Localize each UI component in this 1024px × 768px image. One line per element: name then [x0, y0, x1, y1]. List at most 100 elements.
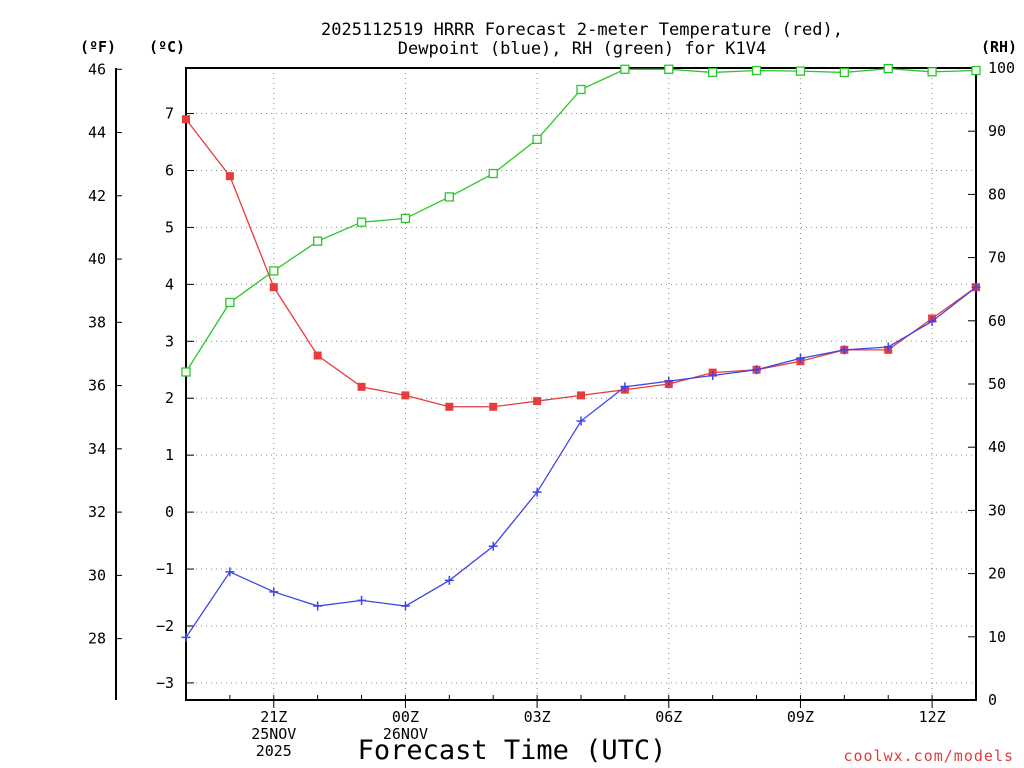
- rh-tick-label: 0: [988, 691, 997, 709]
- fahrenheit-unit-label: (ºF): [80, 38, 116, 56]
- fahrenheit-tick-label: 34: [88, 440, 106, 458]
- grid-lines: [186, 68, 976, 700]
- dewpoint-point: [532, 487, 542, 497]
- rh-point: [356, 217, 367, 227]
- dewpoint-point: [181, 632, 191, 642]
- rh-tick-label: 90: [988, 122, 1006, 140]
- celsius-unit-label: (ºC): [149, 38, 185, 56]
- series: [181, 63, 981, 642]
- fahrenheit-tick-label: 28: [88, 630, 106, 648]
- time-tick-label: 2025: [256, 742, 292, 760]
- chart-title-line-1: 2025112519 HRRR Forecast 2-meter Tempera…: [321, 20, 843, 40]
- rh-tick-label: 80: [988, 185, 1006, 203]
- dewpoint-point: [313, 601, 323, 611]
- fahrenheit-tick-label: 46: [88, 60, 106, 78]
- celsius-tick-label: −2: [156, 617, 174, 635]
- plot-frame: [185, 67, 977, 701]
- temperature-line: [185, 118, 977, 408]
- rh-point: [576, 84, 586, 95]
- rh-tick-label: 10: [988, 628, 1006, 646]
- celsius-tick-label: 7: [165, 105, 174, 123]
- rh-point: [883, 63, 893, 74]
- celsius-tick-label: 1: [165, 446, 174, 464]
- fahrenheit-tick-label: 30: [88, 566, 106, 584]
- temperature-point: [533, 397, 542, 406]
- temperature-point: [313, 351, 322, 360]
- credit-text: coolwx.com/models: [843, 747, 1014, 765]
- rh-point: [400, 213, 411, 224]
- rh-tick-label: 50: [988, 375, 1006, 393]
- fahrenheit-tick-label: 36: [88, 377, 106, 395]
- dewpoint-line: [185, 286, 977, 638]
- time-tick-label: 06Z: [655, 708, 682, 726]
- dewpoint-point: [620, 382, 630, 392]
- dewpoint-point: [795, 353, 805, 363]
- rh-point: [620, 64, 630, 74]
- fahrenheit-tick-label: 44: [88, 124, 106, 142]
- temperature-point: [182, 115, 190, 124]
- celsius-tick-label: −3: [156, 674, 174, 692]
- celsius-tick-label: −1: [156, 560, 174, 578]
- rh-tick-label: 100: [988, 59, 1015, 77]
- time-tick-label: 00Z: [392, 708, 419, 726]
- time-tick-label: 21Z: [260, 708, 287, 726]
- rh-unit-label: (RH): [981, 38, 1017, 56]
- temperature-point: [269, 283, 278, 292]
- rh-point: [971, 65, 981, 76]
- time-tick-label: 12Z: [919, 708, 946, 726]
- temperature-point: [577, 391, 585, 400]
- rh-point: [269, 266, 279, 276]
- axes: −3−2−10123456728303234363840424446010203…: [88, 59, 1015, 760]
- rh-point: [444, 192, 454, 202]
- rh-point: [795, 66, 806, 76]
- celsius-tick-label: 5: [165, 218, 174, 236]
- time-tick-label: 26NOV: [383, 725, 428, 743]
- temperature-point: [225, 172, 234, 181]
- fahrenheit-tick-label: 42: [88, 187, 106, 205]
- x-axis-title: Forecast Time (UTC): [358, 735, 667, 766]
- fahrenheit-tick-label: 38: [88, 313, 106, 331]
- temperature-point: [445, 402, 454, 411]
- dewpoint-point: [839, 345, 849, 355]
- dewpoint-point: [883, 342, 893, 352]
- dewpoint-point: [225, 567, 235, 577]
- celsius-tick-label: 3: [165, 332, 174, 350]
- fahrenheit-tick-label: 40: [88, 250, 106, 268]
- rh-point: [927, 67, 937, 77]
- celsius-tick-label: 0: [165, 503, 174, 521]
- rh-point: [181, 367, 191, 377]
- rh-point: [751, 65, 762, 76]
- chart-title-line-2: Dewpoint (blue), RH (green) for K1V4: [398, 39, 766, 59]
- rh-point: [488, 168, 498, 179]
- dewpoint-point: [708, 370, 718, 380]
- temperature-point: [357, 382, 366, 391]
- rh-point: [664, 64, 674, 74]
- dewpoint-point: [752, 365, 762, 375]
- rh-point: [313, 236, 323, 246]
- dewpoint-point: [576, 416, 586, 426]
- rh-tick-label: 30: [988, 501, 1006, 519]
- rh-tick-label: 40: [988, 438, 1006, 456]
- temperature-point: [489, 402, 498, 411]
- dewpoint-point: [444, 575, 454, 585]
- celsius-tick-label: 4: [165, 275, 174, 293]
- time-tick-label: 09Z: [787, 708, 814, 726]
- rh-line: [185, 67, 977, 373]
- dewpoint-point: [971, 282, 981, 292]
- dewpoint-point: [927, 316, 937, 326]
- dewpoint-point: [400, 601, 410, 611]
- rh-tick-label: 60: [988, 312, 1006, 330]
- dewpoint-point: [664, 376, 674, 386]
- time-tick-label: 03Z: [524, 708, 551, 726]
- time-tick-label: 25NOV: [251, 725, 296, 743]
- rh-point: [225, 297, 235, 308]
- fahrenheit-tick-label: 32: [88, 503, 106, 521]
- rh-point: [708, 67, 718, 78]
- rh-point: [532, 134, 542, 145]
- dewpoint-point: [269, 587, 279, 597]
- rh-point: [839, 67, 849, 78]
- rh-tick-label: 20: [988, 565, 1006, 583]
- dewpoint-point: [488, 541, 498, 551]
- rh-tick-label: 70: [988, 249, 1006, 267]
